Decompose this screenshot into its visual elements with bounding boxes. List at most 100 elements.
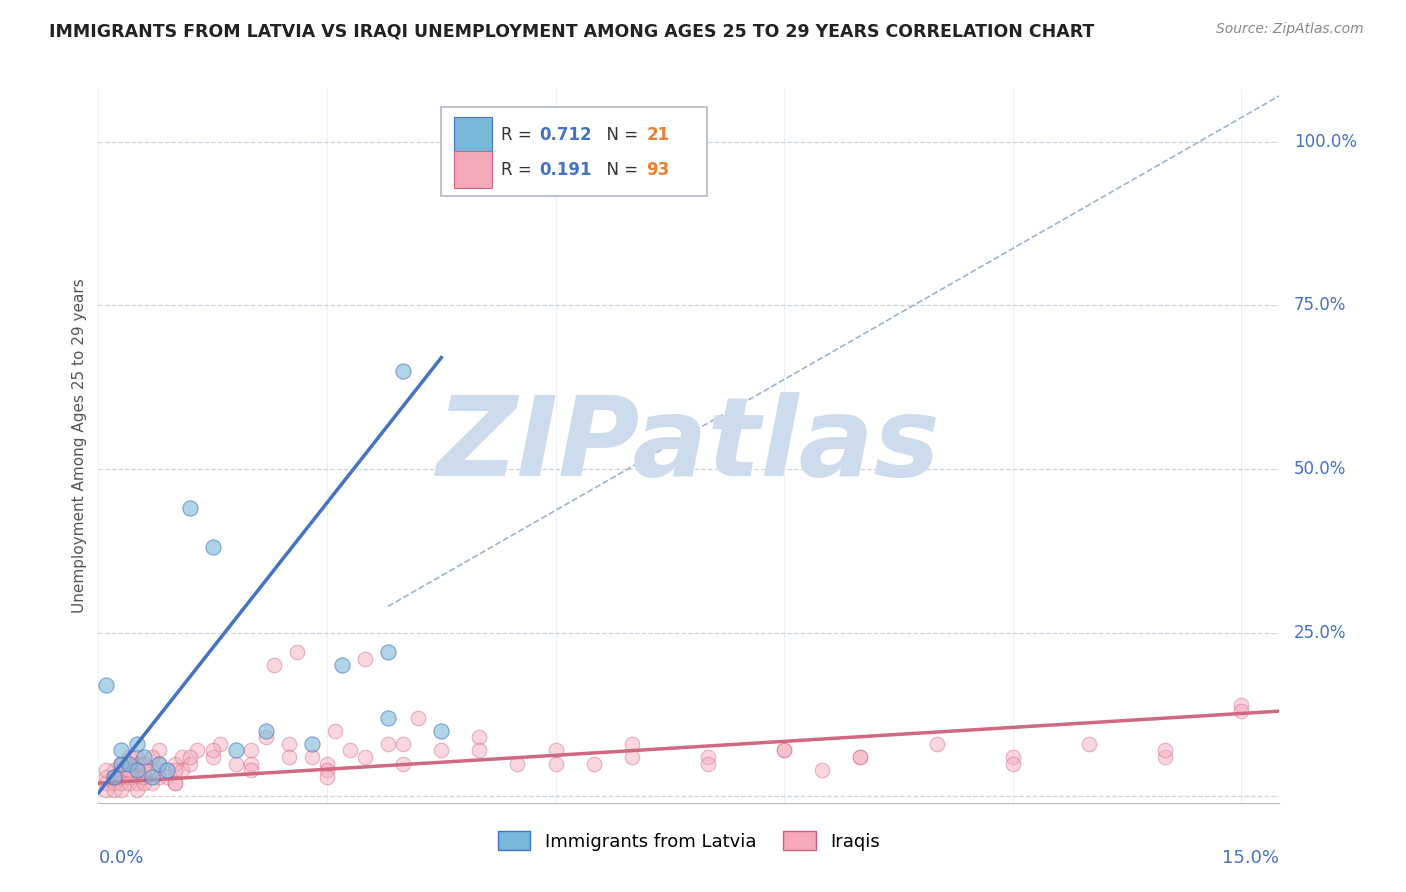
Point — [110, 756, 132, 771]
Point — [110, 782, 132, 797]
Point — [254, 723, 277, 738]
Point — [94, 776, 117, 790]
Point — [430, 743, 453, 757]
Point — [201, 743, 224, 757]
Point — [254, 731, 277, 745]
Point — [316, 770, 339, 784]
Point — [156, 770, 179, 784]
Point — [392, 364, 415, 378]
Point — [118, 750, 141, 764]
Point — [316, 763, 339, 777]
Point — [392, 737, 415, 751]
Text: N =: N = — [596, 161, 643, 178]
Point — [430, 723, 453, 738]
Point — [179, 750, 201, 764]
Text: 0.0%: 0.0% — [98, 849, 143, 867]
Text: Source: ZipAtlas.com: Source: ZipAtlas.com — [1216, 22, 1364, 37]
Point — [408, 711, 430, 725]
Point — [179, 756, 201, 771]
Point — [141, 776, 163, 790]
Text: IMMIGRANTS FROM LATVIA VS IRAQI UNEMPLOYMENT AMONG AGES 25 TO 29 YEARS CORRELATI: IMMIGRANTS FROM LATVIA VS IRAQI UNEMPLOY… — [49, 22, 1095, 40]
Point — [103, 776, 125, 790]
Point — [125, 776, 148, 790]
Point — [156, 763, 179, 777]
Point — [172, 763, 194, 777]
Point — [110, 756, 132, 771]
Point — [354, 652, 377, 666]
Point — [163, 776, 186, 790]
FancyBboxPatch shape — [454, 151, 492, 188]
Point — [110, 770, 132, 784]
Point — [263, 658, 285, 673]
Text: R =: R = — [501, 127, 537, 145]
Y-axis label: Unemployment Among Ages 25 to 29 years: Unemployment Among Ages 25 to 29 years — [72, 278, 87, 614]
Point — [94, 678, 117, 692]
Text: 75.0%: 75.0% — [1294, 296, 1346, 314]
Point — [148, 770, 170, 784]
Point — [94, 763, 117, 777]
Point — [544, 743, 567, 757]
Point — [239, 763, 262, 777]
Point — [134, 756, 156, 771]
Point — [811, 763, 834, 777]
Point — [110, 763, 132, 777]
Point — [125, 763, 148, 777]
Text: R =: R = — [501, 161, 537, 178]
Point — [134, 750, 156, 764]
Point — [773, 743, 796, 757]
Point — [94, 782, 117, 797]
Point — [118, 770, 141, 784]
Point — [582, 756, 605, 771]
Point — [1154, 750, 1177, 764]
Point — [148, 756, 170, 771]
Point — [277, 737, 299, 751]
Point — [377, 737, 399, 751]
Text: N =: N = — [596, 127, 643, 145]
Point — [620, 750, 643, 764]
Point — [330, 658, 353, 673]
Point — [201, 750, 224, 764]
Point — [134, 763, 156, 777]
Point — [125, 763, 148, 777]
Point — [141, 750, 163, 764]
Point — [301, 750, 323, 764]
Point — [201, 541, 224, 555]
Text: 0.191: 0.191 — [538, 161, 592, 178]
Point — [239, 743, 262, 757]
Text: 0.712: 0.712 — [538, 127, 592, 145]
Point — [301, 737, 323, 751]
Point — [1230, 704, 1253, 718]
Point — [118, 756, 141, 771]
Point — [125, 737, 148, 751]
Point — [163, 763, 186, 777]
Point — [103, 770, 125, 784]
Point — [849, 750, 872, 764]
Point — [103, 770, 125, 784]
Point — [773, 743, 796, 757]
Point — [1001, 750, 1024, 764]
Point — [468, 731, 491, 745]
Point — [125, 782, 148, 797]
Text: ZIPatlas: ZIPatlas — [437, 392, 941, 500]
Point — [225, 743, 247, 757]
Point — [697, 756, 720, 771]
Point — [172, 750, 194, 764]
Point — [544, 756, 567, 771]
Point — [141, 763, 163, 777]
Text: 25.0%: 25.0% — [1294, 624, 1346, 641]
Point — [103, 763, 125, 777]
Point — [323, 723, 346, 738]
Point — [103, 782, 125, 797]
Legend: Immigrants from Latvia, Iraqis: Immigrants from Latvia, Iraqis — [491, 824, 887, 858]
Point — [110, 743, 132, 757]
Point — [148, 743, 170, 757]
Point — [225, 756, 247, 771]
Text: 93: 93 — [647, 161, 669, 178]
Point — [925, 737, 948, 751]
Point — [354, 750, 377, 764]
Point — [125, 750, 148, 764]
Point — [110, 756, 132, 771]
Text: 15.0%: 15.0% — [1222, 849, 1279, 867]
Point — [1001, 756, 1024, 771]
Point — [118, 776, 141, 790]
